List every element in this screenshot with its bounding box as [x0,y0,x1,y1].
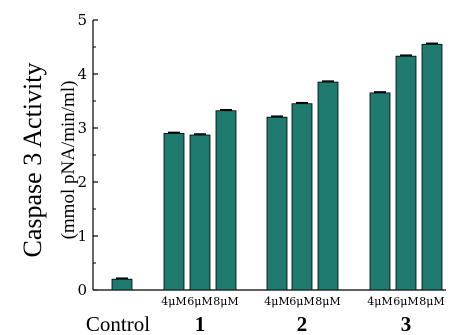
category-label: 8μM [213,295,238,308]
bar [215,110,237,291]
bar [369,92,391,291]
bar [266,116,288,291]
y-tick-label: 3 [77,119,87,137]
group-label: 3 [401,312,412,335]
y-axis-title: Caspase 3 Activity [18,63,47,258]
bar [291,103,313,291]
category-label: 4μM [367,295,392,308]
group-label: Control [86,312,150,335]
category-label: 6μM [187,295,212,308]
category-label: 6μM [289,295,314,308]
y-axis-units: (mmol pNA/min/ml) [58,81,79,240]
category-label: 4μM [264,295,289,308]
y-tick-label: 1 [77,227,87,245]
y-tick-label: 2 [77,173,87,191]
category-label: 6μM [393,295,418,308]
y-tick-label: 4 [77,65,87,83]
bar [395,55,417,291]
category-label: 8μM [419,295,444,308]
bar [163,132,185,291]
bar [421,43,443,291]
category-labels: 4μM 6μM 8μM 4μM 6μM 8μM 4μM 6μM 8μM [161,295,444,308]
category-label: 4μM [161,295,186,308]
bars [111,42,443,291]
bar [317,81,339,291]
category-label: 8μM [315,295,340,308]
bar [111,278,133,291]
y-tick-label: 5 [77,11,87,29]
y-ticks: 0 1 2 3 4 5 [77,11,98,299]
group-labels: Control 1 2 3 [86,312,411,335]
y-tick-label: 0 [77,281,87,299]
bar [189,134,211,291]
y-axis-label: Caspase 3 Activity (mmol pNA/min/ml) [18,63,79,258]
group-label: 2 [297,312,308,335]
group-label: 1 [195,312,206,335]
